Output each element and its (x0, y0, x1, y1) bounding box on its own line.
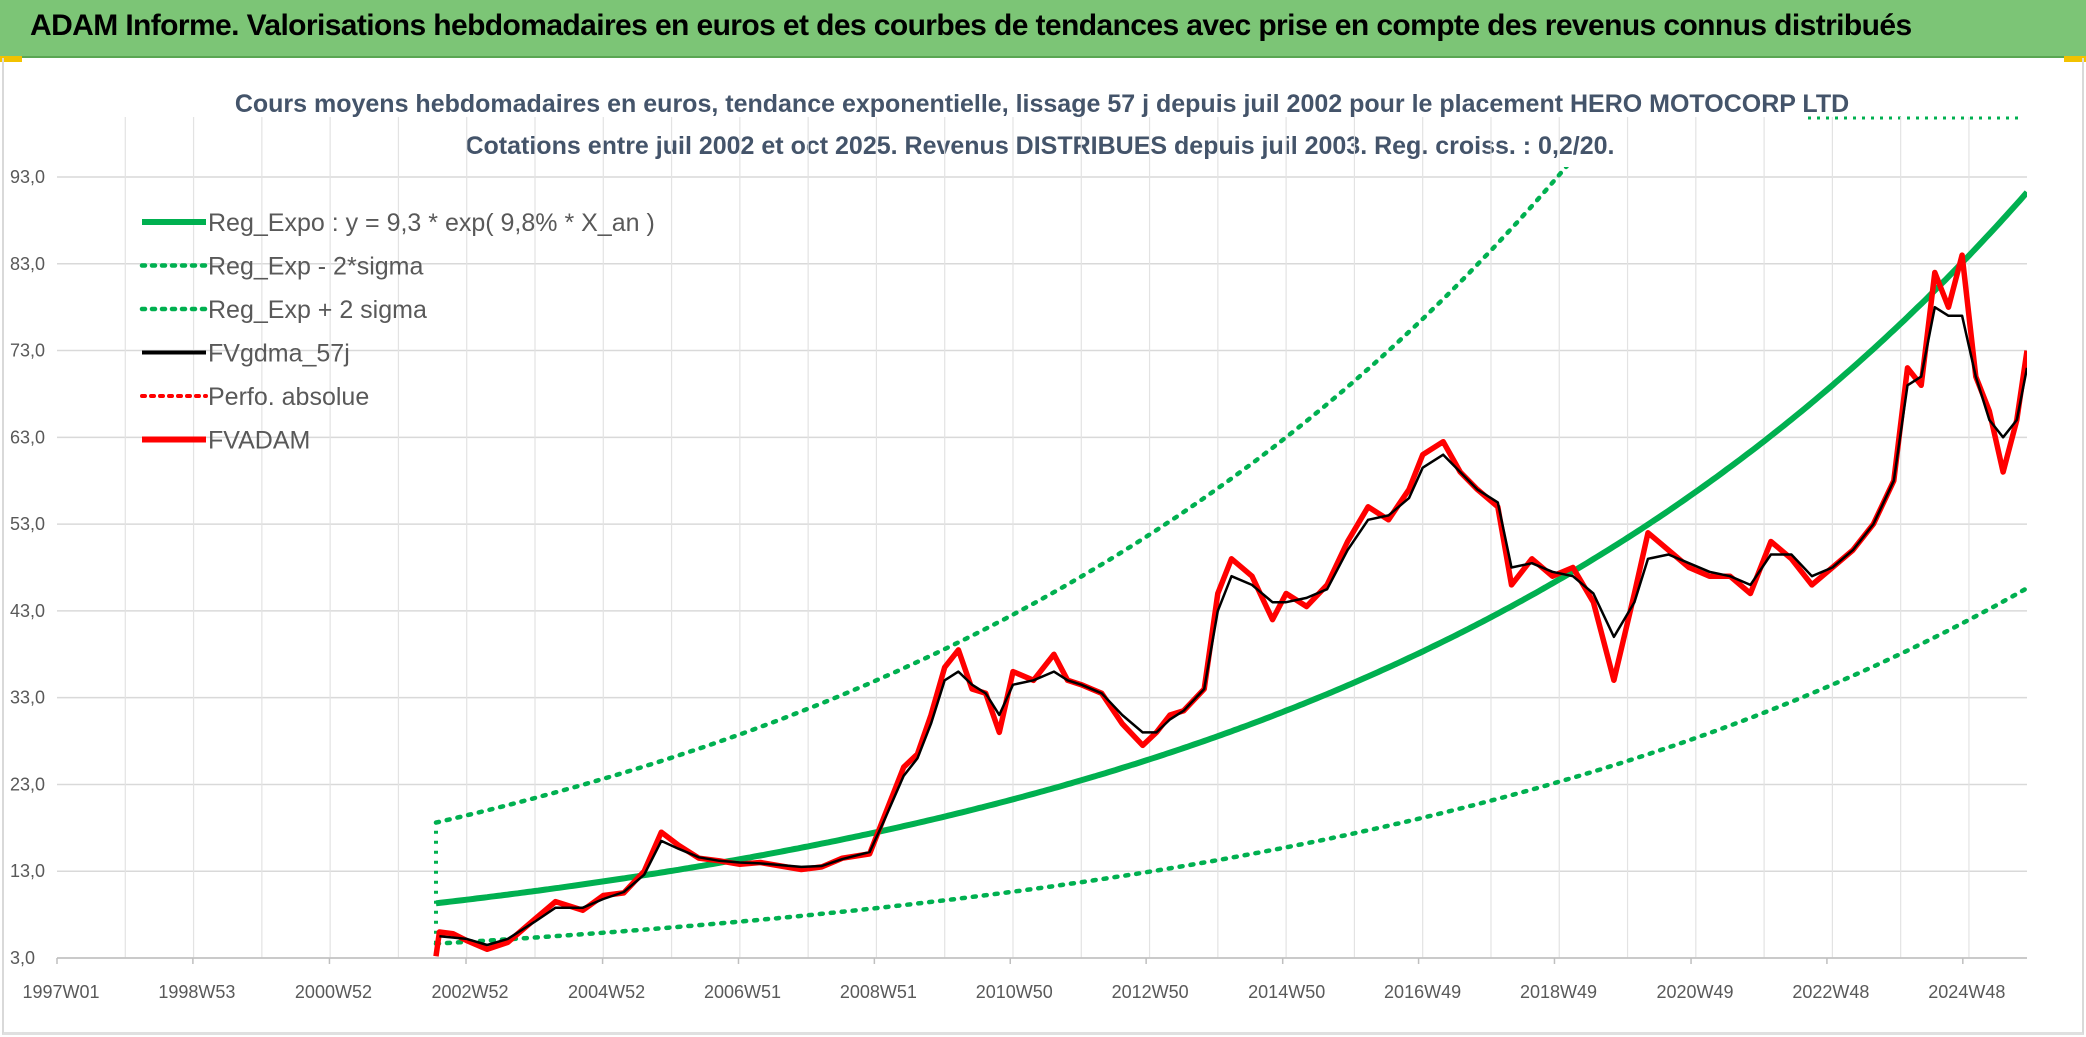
x-tick-label: 2012W50 (1112, 982, 1189, 1002)
y-tick-label: 23,0 (10, 774, 45, 794)
chart-title-line-2: Cotations entre juil 2002 et oct 2025. R… (465, 132, 1614, 160)
x-tick-label: 2000W52 (295, 982, 372, 1002)
reg-exp-plus-2-sigma-line (433, 167, 1569, 825)
legend-entry-label: FVgdma_57j (208, 340, 350, 368)
legend-entry-label: Reg_Expo : y = 9,3 * exp( 9,8% * X_an ) (208, 209, 655, 237)
y-tick-label: 63,0 (10, 427, 45, 447)
y-tick-label: 73,0 (10, 341, 45, 361)
report-title: ADAM Informe. Valorisations hebdomadaire… (30, 9, 1912, 42)
legend-entry-label: Reg_Exp - 2*sigma (208, 253, 423, 281)
fvgdma-57j-line (439, 305, 2027, 947)
y-tick-label: 33,0 (10, 688, 45, 708)
legend: Reg_Expo : y = 9,3 * exp( 9,8% * X_an ) R… (139, 209, 655, 455)
fvadam-line (433, 252, 2027, 957)
chart-title-line-1: Cours moyens hebdomadaires en euros, ten… (235, 90, 1849, 118)
x-tick-label: 2006W51 (704, 982, 781, 1002)
legend-entry-label: Reg_Exp + 2 sigma (208, 296, 427, 324)
x-tick-label: 2008W51 (840, 982, 917, 1002)
x-tick-label: 2024W48 (1928, 982, 2005, 1002)
y-tick-label: 3,0 (10, 948, 35, 968)
x-tick-label: 2016W49 (1384, 982, 1461, 1002)
y-tick-label: 53,0 (10, 514, 45, 534)
x-tick-label: 2014W50 (1248, 982, 1325, 1002)
reg-expo-line (435, 190, 2027, 907)
x-axis: 1997W01 1998W53 2000W52 2002W52 2004W52 2006W… (22, 957, 2027, 1002)
corner-marker-left (0, 56, 22, 62)
x-tick-label: 2018W49 (1520, 982, 1597, 1002)
x-tick-label: 1997W01 (22, 982, 99, 1002)
plot-grid (57, 117, 2027, 959)
y-tick-label: 93,0 (10, 167, 45, 187)
x-tick-label: 2004W52 (568, 982, 645, 1002)
x-tick-label: 2020W49 (1657, 982, 1734, 1002)
chart-frame (2, 58, 2084, 1035)
corner-marker-right (2064, 56, 2086, 62)
x-tick-label: 2022W48 (1792, 982, 1869, 1002)
y-tick-label: 13,0 (10, 861, 45, 881)
y-axis: 3,0 13,0 23,0 33,0 43,0 53,0 63,0 73,0 83,0 93,0 (10, 167, 45, 968)
legend-entry-label: FVADAM (208, 427, 310, 455)
y-tick-label: 43,0 (10, 601, 45, 621)
y-tick-label: 83,0 (10, 254, 45, 274)
x-tick-label: 1998W53 (158, 982, 235, 1002)
report-header: ADAM Informe. Valorisations hebdomadaire… (0, 0, 2086, 58)
x-tick-label: 2010W50 (976, 982, 1053, 1002)
x-tick-label: 2002W52 (431, 982, 508, 1002)
reg-exp-minus-2-sigma-line (433, 585, 2027, 946)
legend-entry-label: Perfo. absolue (208, 383, 369, 411)
series-layer (433, 167, 2027, 957)
